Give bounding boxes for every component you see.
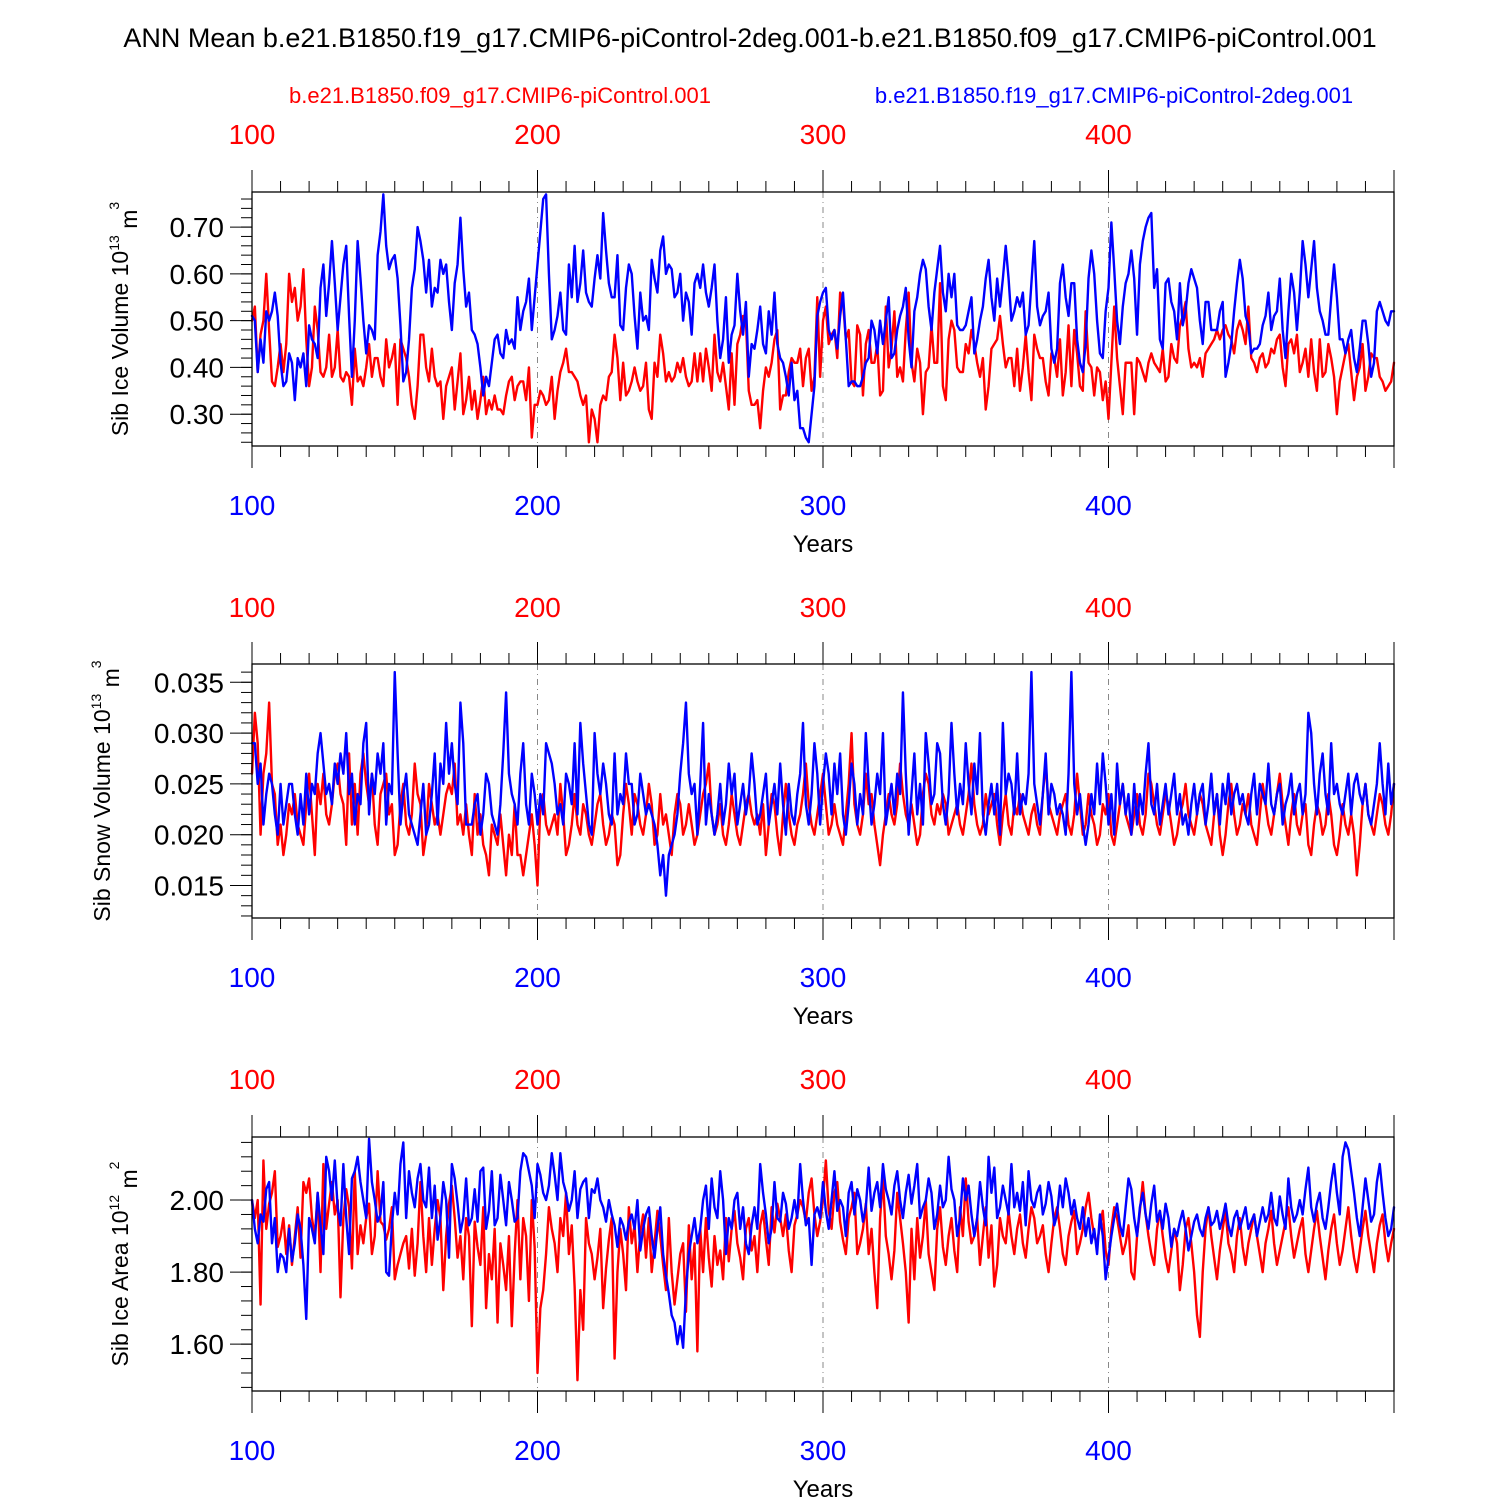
y-tick-label: 0.035 xyxy=(154,667,224,698)
x-tick-label-top: 100 xyxy=(229,1064,276,1095)
series-line-red xyxy=(250,267,1396,444)
x-tick-label-bottom: 200 xyxy=(514,490,561,521)
series-line-blue xyxy=(250,193,1396,444)
x-tick-label-bottom: 200 xyxy=(514,1435,561,1466)
x-tick-label-top: 400 xyxy=(1085,1064,1132,1095)
series-line-blue xyxy=(250,670,1396,897)
x-tick-label-bottom: 300 xyxy=(800,1435,847,1466)
panels: 100 200 300 400 100 200 300 400 Years 0.30 0.40 0.5… xyxy=(88,119,1396,1500)
y-axis-label-ylabel-unit: m xyxy=(116,210,142,236)
y-axis-label-ylabel-exp: 13 xyxy=(88,694,104,710)
y-axis-label-ylabel-unit: m xyxy=(116,1169,142,1195)
legend-blue-label: b.e21.B1850.f19_g17.CMIP6-piControl-2deg… xyxy=(875,83,1353,108)
x-tick-label-bottom: 400 xyxy=(1085,962,1132,993)
x-tick-label-bottom: 400 xyxy=(1085,490,1132,521)
x-axis-label: Years xyxy=(793,531,854,558)
x-tick-label-bottom: 300 xyxy=(800,962,847,993)
y-axis-label-ylabel-unit: m xyxy=(98,668,124,694)
x-tick-label-top: 100 xyxy=(229,119,276,150)
y-tick-label: 0.015 xyxy=(154,870,224,901)
x-tick-label-bottom: 300 xyxy=(800,490,847,521)
y-tick-label: 0.30 xyxy=(170,399,225,430)
y-tick-label: 0.60 xyxy=(170,259,225,290)
x-tick-label-bottom: 100 xyxy=(229,962,276,993)
chart-panel-ice-area: 100 200 300 400 100 200 300 400 Years 1.60 1.80 2.0… xyxy=(106,1064,1396,1500)
x-tick-label-top: 400 xyxy=(1085,592,1132,623)
y-tick-label: 0.020 xyxy=(154,820,224,851)
x-tick-label-bottom: 200 xyxy=(514,962,561,993)
x-axis-label: Years xyxy=(793,1476,854,1500)
y-tick-label: 0.40 xyxy=(170,352,225,383)
x-tick-label-top: 200 xyxy=(514,592,561,623)
y-axis-label: Sib Snow Volume 1013 m3 xyxy=(88,660,124,921)
y-axis-label-ylabel-unit-exp: 2 xyxy=(106,1161,122,1169)
y-tick-label: 0.70 xyxy=(170,212,225,243)
x-tick-label-top: 300 xyxy=(800,1064,847,1095)
y-axis-label: Sib Ice Area 1012 m2 xyxy=(106,1161,142,1366)
y-axis-label-ylabel-exp: 12 xyxy=(106,1195,122,1211)
x-tick-label-top: 400 xyxy=(1085,119,1132,150)
figure-title: ANN Mean b.e21.B1850.f19_g17.CMIP6-piCon… xyxy=(123,23,1376,53)
y-axis-label-ylabel-exp: 13 xyxy=(106,235,122,251)
series-line-blue xyxy=(250,1137,1396,1349)
x-tick-label-top: 300 xyxy=(800,592,847,623)
y-axis-label-ylabel-unit-exp: 3 xyxy=(88,660,104,668)
x-tick-label-top: 100 xyxy=(229,592,276,623)
x-tick-label-top: 200 xyxy=(514,119,561,150)
y-tick-label: 1.80 xyxy=(170,1257,225,1288)
y-tick-label: 1.60 xyxy=(170,1329,225,1360)
x-tick-label-bottom: 100 xyxy=(229,1435,276,1466)
x-tick-label-bottom: 100 xyxy=(229,490,276,521)
chart-panel-snow-volume: 100 200 300 400 100 200 300 400 Years 0.015 0.020 0… xyxy=(88,592,1396,1030)
y-axis-label-ylabel: Sib Ice Volume 10 xyxy=(107,251,133,436)
y-tick-label: 0.50 xyxy=(170,306,225,337)
x-tick-label-top: 200 xyxy=(514,1064,561,1095)
y-tick-label: 0.030 xyxy=(154,718,224,749)
y-axis-label-ylabel-unit-exp: 3 xyxy=(106,202,122,210)
chart-panel-ice-volume: 100 200 300 400 100 200 300 400 Years 0.30 0.40 0.5… xyxy=(106,119,1396,558)
x-tick-label-bottom: 400 xyxy=(1085,1435,1132,1466)
y-axis-label-ylabel: Sib Snow Volume 10 xyxy=(89,709,115,921)
y-tick-label: 2.00 xyxy=(170,1185,225,1216)
y-axis-label-ylabel: Sib Ice Area 10 xyxy=(107,1210,133,1366)
y-tick-label: 0.025 xyxy=(154,769,224,800)
x-axis-label: Years xyxy=(793,1003,854,1030)
y-axis-label: Sib Ice Volume 1013 m3 xyxy=(106,202,142,437)
legend-red-label: b.e21.B1850.f09_g17.CMIP6-piControl.001 xyxy=(289,83,711,108)
series-line-red xyxy=(250,1159,1396,1382)
x-tick-label-top: 300 xyxy=(800,119,847,150)
